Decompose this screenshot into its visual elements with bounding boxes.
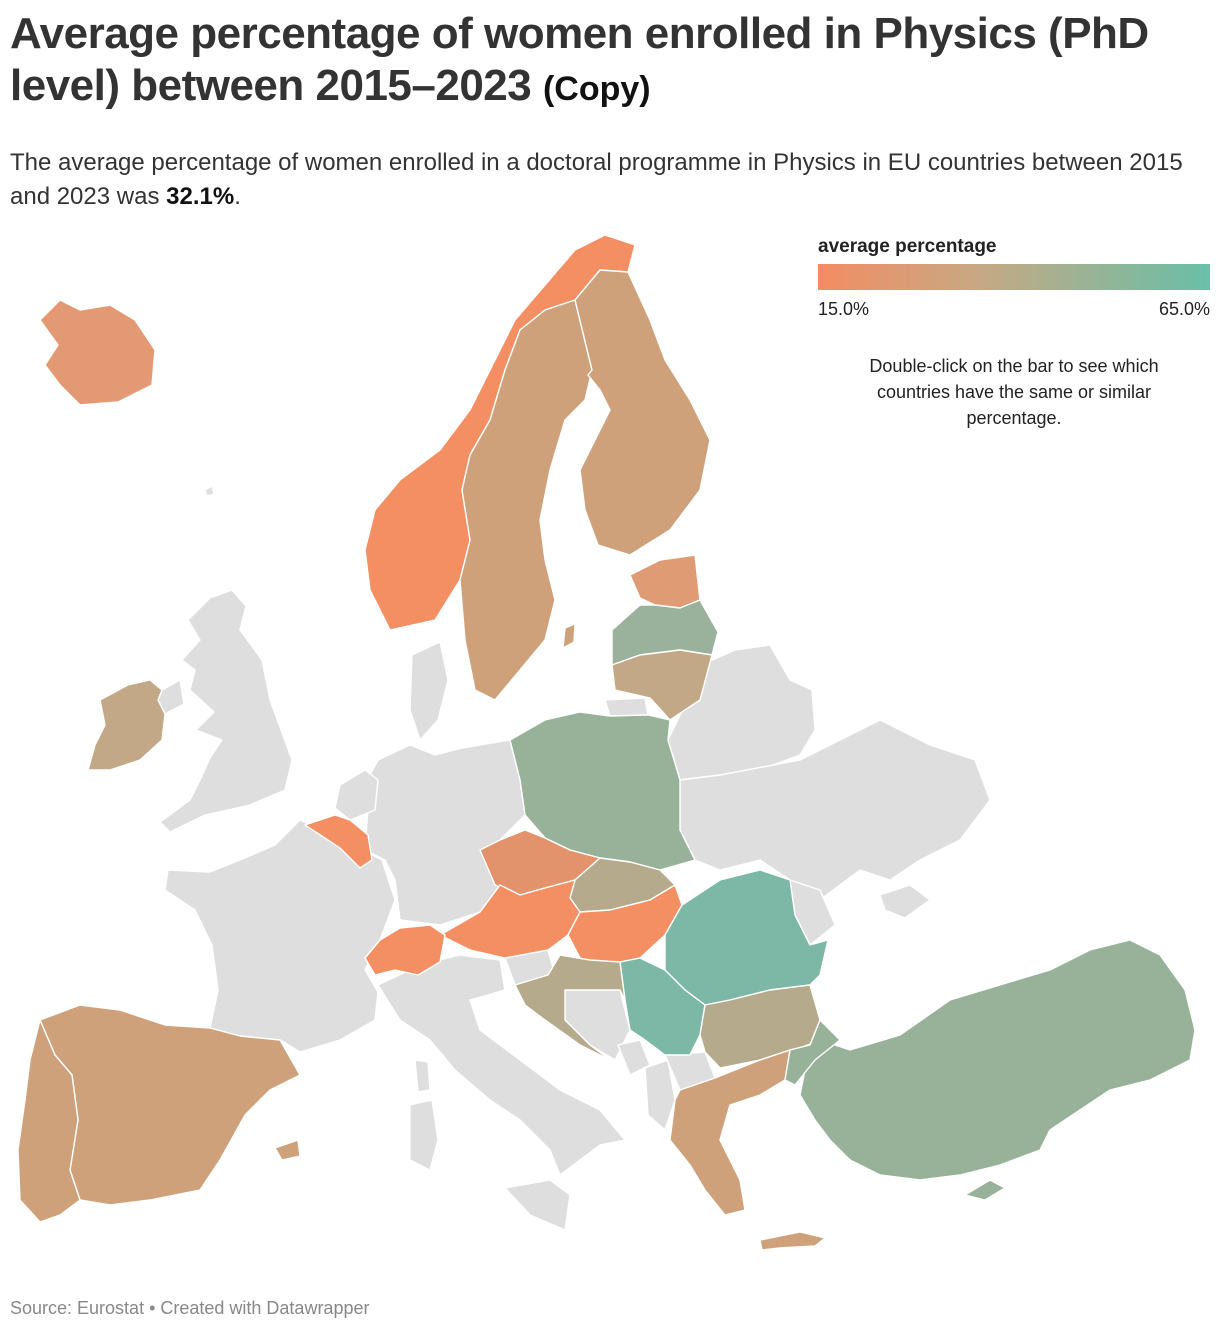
country-sweden[interactable] xyxy=(459,299,593,701)
legend-title: average percentage xyxy=(818,236,997,257)
country-lithuania[interactable] xyxy=(611,649,713,721)
source-footer: Source: Eurostat • Created with Datawrap… xyxy=(10,1298,370,1318)
legend-min-label: 15.0% xyxy=(818,299,870,319)
color-legend[interactable]: average percentage 15.0% 65.0% xyxy=(818,236,1210,327)
description-text: The average percentage of women enrolled… xyxy=(10,149,1183,210)
chart-title: Average percentage of women enrolled in … xyxy=(10,8,1210,115)
chart-description: The average percentage of women enrolled… xyxy=(10,146,1210,214)
country-belgium[interactable] xyxy=(304,814,373,869)
country-turkey[interactable] xyxy=(794,939,1196,1181)
country-estonia[interactable] xyxy=(629,554,701,609)
country-albania[interactable] xyxy=(644,1059,676,1131)
title-text: Average percentage of women enrolled in … xyxy=(10,9,1149,110)
legend-max-label: 65.0% xyxy=(1158,299,1210,319)
country-denmark[interactable] xyxy=(409,641,449,741)
country-iceland[interactable] xyxy=(39,299,156,406)
legend-gradient-bar[interactable] xyxy=(818,264,1210,290)
legend-ticks: 15.0% 65.0% xyxy=(818,299,1210,327)
country-netherlands[interactable] xyxy=(334,769,379,821)
country-ireland[interactable] xyxy=(87,679,166,771)
country-austria[interactable] xyxy=(439,879,581,959)
country-montenegro[interactable] xyxy=(617,1039,651,1076)
country-sardinia[interactable] xyxy=(409,1099,439,1171)
country-switzerland[interactable] xyxy=(364,924,446,976)
country-corsica[interactable] xyxy=(414,1059,431,1093)
country-greece[interactable] xyxy=(669,1049,791,1216)
legend-gradient-rect[interactable] xyxy=(818,264,1210,290)
country-balearic[interactable] xyxy=(274,1139,301,1161)
country-portugal[interactable] xyxy=(17,1019,81,1223)
country-sicily[interactable] xyxy=(504,1179,571,1231)
country-uk[interactable] xyxy=(159,589,293,833)
country-turkey-thrace[interactable] xyxy=(784,1019,841,1086)
country-croatia[interactable] xyxy=(514,954,626,1061)
country-finland[interactable] xyxy=(574,269,711,556)
description-value: 32.1% xyxy=(166,183,235,210)
country-serbia[interactable] xyxy=(619,957,706,1056)
title-suffix: (Copy) xyxy=(542,70,651,108)
country-italy[interactable] xyxy=(377,954,626,1176)
country-kaliningrad[interactable] xyxy=(604,697,649,717)
country-cyprus[interactable] xyxy=(964,1179,1006,1201)
country-crete[interactable] xyxy=(759,1231,826,1251)
country-gotland[interactable] xyxy=(562,623,576,649)
country-crimea[interactable] xyxy=(879,884,931,919)
europe-map[interactable] xyxy=(0,225,1220,1285)
country-poland[interactable] xyxy=(509,711,696,871)
country-ukraine[interactable] xyxy=(679,719,991,901)
country-faroe[interactable] xyxy=(204,485,215,497)
legend-hint: Double-click on the bar to see which cou… xyxy=(869,356,1159,428)
description-end: . xyxy=(234,183,241,210)
